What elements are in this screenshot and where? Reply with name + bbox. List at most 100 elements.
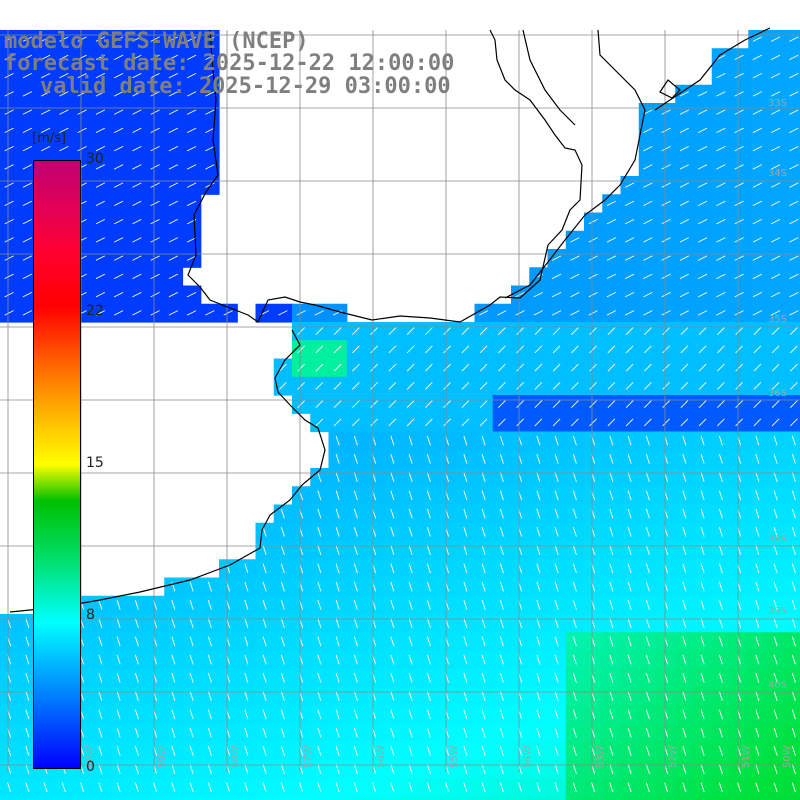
wind-arrow (791, 654, 796, 665)
wind-arrow (661, 182, 671, 188)
wind-arrow (426, 453, 431, 464)
wind-arrow (207, 672, 212, 683)
wind-arrow (770, 218, 781, 225)
wind-arrow (554, 672, 559, 683)
wind-arrow (752, 200, 763, 207)
wind-arrow (461, 327, 470, 335)
wind-arrow (572, 782, 577, 793)
wind-arrow (700, 490, 705, 501)
wind-cell (784, 431, 800, 451)
wind-arrow (443, 345, 451, 354)
wind-arrow (734, 291, 744, 298)
wind-arrow (771, 418, 780, 427)
wind-arrow (499, 691, 504, 702)
wind-arrow (755, 727, 760, 738)
wind-arrow (734, 164, 744, 170)
wind-cell (547, 796, 567, 800)
wind-arrow (22, 72, 33, 79)
wind-arrow (755, 745, 760, 756)
wind-arrow (551, 291, 562, 298)
wind-arrow (682, 435, 687, 446)
wind-arrow (682, 764, 687, 775)
wind-arrow (426, 508, 431, 519)
wind-arrow (296, 310, 306, 316)
wind-arrow (262, 745, 267, 756)
wind-arrow (571, 418, 579, 427)
wind-arrow (572, 618, 577, 629)
wind-arrow (186, 182, 197, 188)
wind-arrow (770, 255, 781, 261)
wind-arrow (536, 636, 541, 647)
wind-arrow (627, 745, 632, 756)
wind-arrow (481, 508, 486, 519)
wind-arrow (644, 418, 652, 427)
wind-cell (784, 486, 800, 506)
wind-arrow (150, 182, 160, 188)
wind-arrow (205, 91, 215, 97)
wind-cell (255, 796, 275, 800)
wind-arrow (753, 400, 762, 408)
wind-arrow (516, 345, 524, 354)
wind-arrow (552, 327, 561, 335)
wind-arrow (679, 109, 690, 115)
wind-arrow (186, 200, 197, 207)
wind-arrow (171, 599, 176, 610)
wind-arrow (461, 418, 470, 427)
wind-arrow (481, 618, 486, 629)
wind-cell (784, 449, 800, 469)
wind-arrow (645, 745, 650, 756)
wind-arrow (536, 599, 541, 610)
wind-arrow (499, 654, 504, 665)
wind-arrow (679, 164, 690, 170)
wind-arrow (717, 363, 725, 372)
wind-arrow (171, 782, 176, 793)
wind-arrow (171, 654, 176, 665)
wind-arrow (335, 691, 340, 702)
wind-arrow (607, 345, 616, 354)
wind-arrow (40, 127, 51, 134)
wind-arrow (645, 490, 650, 501)
wind-arrow (370, 418, 378, 427)
wind-arrow (113, 54, 124, 61)
wind-cell (328, 796, 348, 800)
wind-arrow (572, 764, 577, 775)
wind-arrow (607, 382, 616, 390)
wind-arrow (77, 145, 87, 152)
wind-arrow (353, 636, 358, 647)
wind-arrow (752, 218, 763, 225)
wind-arrow (536, 654, 541, 665)
wind-arrow (22, 237, 33, 243)
wind-arrow (388, 345, 397, 354)
wind-arrow (606, 273, 617, 280)
wind-arrow (645, 764, 650, 775)
wind-arrow (643, 237, 653, 243)
wind-arrow (679, 127, 690, 134)
wind-arrow (682, 727, 687, 738)
wind-arrow (570, 237, 580, 243)
wind-arrow (572, 453, 577, 464)
wind-arrow (752, 109, 763, 115)
wind-arrow (113, 91, 124, 97)
wind-arrow (700, 581, 705, 592)
wind-arrow (171, 764, 176, 775)
wind-arrow (186, 291, 197, 298)
wind-arrow (317, 654, 322, 665)
wind-arrow (752, 291, 763, 298)
wind-arrow (481, 691, 486, 702)
wind-arrow (408, 472, 413, 483)
wind-arrow (499, 508, 504, 519)
wind-arrow (95, 218, 106, 225)
wind-arrow (22, 164, 33, 170)
lon-label-50w: 50W (782, 745, 793, 768)
wind-arrow (171, 636, 176, 647)
wind-arrow (408, 526, 413, 537)
wind-arrow (589, 327, 597, 335)
wind-cell (657, 796, 676, 800)
wind-arrow (426, 581, 431, 592)
wind-arrow (499, 453, 504, 464)
wind-cell (383, 796, 403, 800)
wind-arrow (244, 618, 249, 629)
wind-arrow (789, 36, 799, 42)
wind-arrow (95, 164, 106, 170)
wind-arrow (791, 472, 796, 483)
